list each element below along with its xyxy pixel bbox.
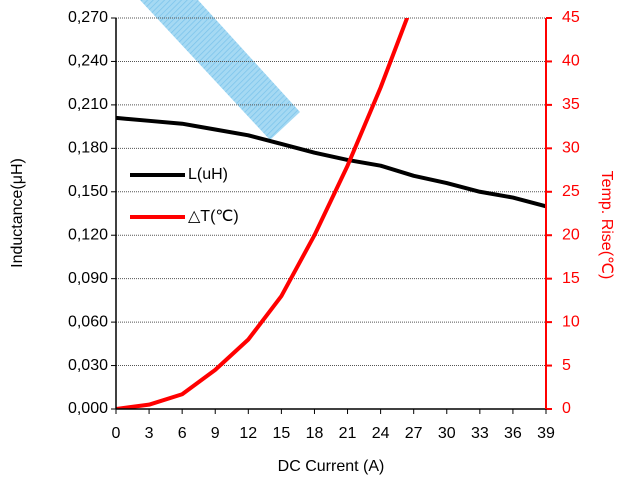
y2-tick-label: 40 [562, 53, 580, 70]
y2-tick-label: 10 [562, 313, 580, 330]
x-tick-label: 15 [272, 425, 290, 442]
grid [116, 17, 546, 410]
series-line [116, 18, 410, 409]
x-tick-label: 24 [372, 425, 390, 442]
x-tick-label: 9 [211, 425, 220, 442]
x-tick-label: 6 [178, 425, 187, 442]
x-tick-label: 33 [471, 425, 489, 442]
y-axis-title: Inductance(μH) [9, 158, 26, 268]
y-tick-label: 0,030 [68, 357, 108, 374]
y-tick-label: 0,240 [68, 53, 108, 70]
y2-tick-label: 25 [562, 183, 580, 200]
x-tick-label: 27 [405, 425, 423, 442]
y-tick-label: 0,180 [68, 140, 108, 157]
y-tick-label: 0,210 [68, 96, 108, 113]
y-tick-label: 0,060 [68, 313, 108, 330]
x-tick-label: 18 [306, 425, 324, 442]
x-tick-label: 39 [537, 425, 555, 442]
x-tick-label: 21 [339, 425, 357, 442]
x-tick-label: 0 [112, 425, 121, 442]
y2-tick-label: 20 [562, 226, 580, 243]
y2-tick-label: 35 [562, 96, 580, 113]
legend-label: L(uH) [188, 166, 228, 183]
x-tick-label: 12 [239, 425, 257, 442]
y-tick-label: 0,150 [68, 183, 108, 200]
x-tick-label: 36 [504, 425, 522, 442]
y-tick-label: 0,270 [68, 9, 108, 26]
x-tick-label: 30 [438, 425, 456, 442]
y2-tick-label: 15 [562, 270, 580, 287]
y2-tick-label: 30 [562, 140, 580, 157]
x-tick-label: 3 [145, 425, 154, 442]
y2-tick-label: 45 [562, 9, 580, 26]
watermark-stripe [140, 0, 300, 140]
legend-label: △T(℃) [188, 208, 239, 225]
y2-tick-label: 5 [562, 357, 571, 374]
x-axis-title: DC Current (A) [278, 458, 385, 475]
y-tick-label: 0,120 [68, 226, 108, 243]
y-tick-label: 0,090 [68, 270, 108, 287]
series-line [116, 115, 546, 209]
y2-tick-label: 0 [562, 400, 571, 417]
y2-axis-title: Temp. Rise(℃) [598, 171, 615, 280]
plot-lines [116, 18, 546, 409]
y-tick-label: 0,000 [68, 400, 108, 417]
